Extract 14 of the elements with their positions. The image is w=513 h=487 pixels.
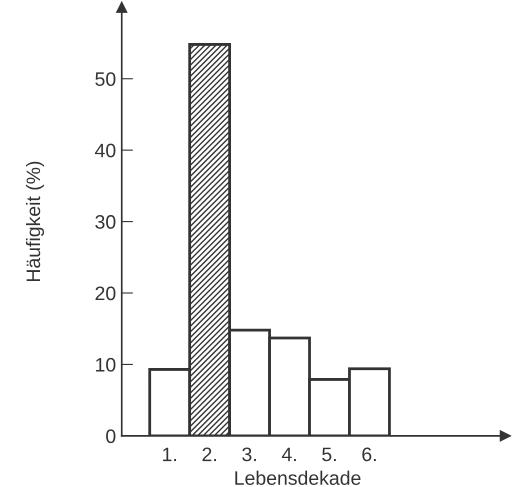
y-tick-label: 30: [95, 215, 116, 229]
y-tick-label: 50: [95, 72, 116, 86]
x-tick-label: 1.: [163, 448, 176, 462]
y-tick-label: 0: [106, 429, 116, 444]
x-tick-label: 6.: [362, 447, 376, 462]
x-axis-title: Lebensdekade: [235, 470, 360, 485]
y-tick-label: 10: [96, 358, 116, 372]
y-axis-title: Häufigkeit (%): [26, 162, 44, 282]
x-tick-label: 5.: [322, 448, 336, 462]
x-tick-label: 4.: [282, 448, 296, 462]
x-tick-label: 3.: [242, 447, 256, 462]
y-tick-label: 20: [96, 286, 116, 300]
y-tick-label: 40: [95, 144, 116, 158]
x-tick-label: 2.: [202, 447, 216, 462]
